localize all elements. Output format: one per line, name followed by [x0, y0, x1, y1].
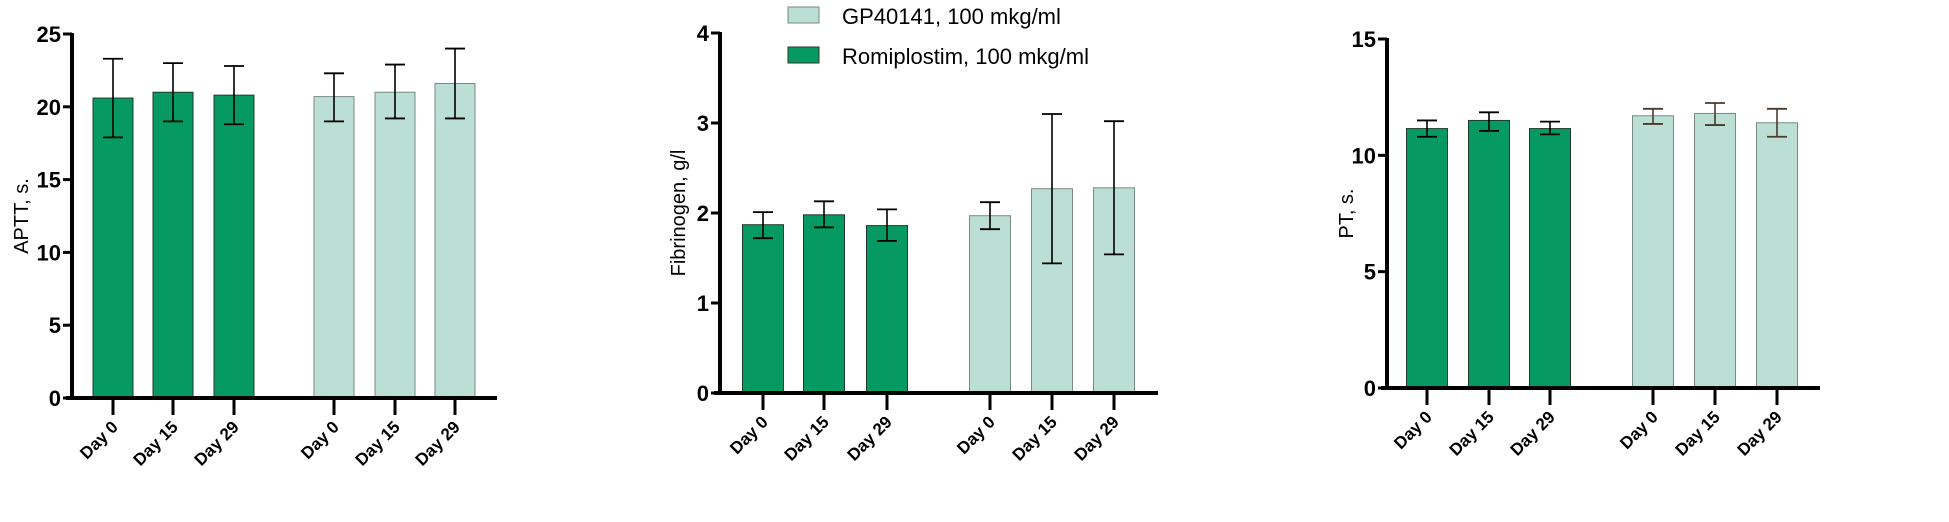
bar: [1756, 122, 1798, 389]
bar: [374, 91, 416, 399]
y-tick-label: 25: [37, 22, 61, 47]
x-tick-label: Day 0: [726, 412, 772, 458]
x-tick-label: Day 29: [1734, 407, 1786, 459]
x-tick-label: Day 15: [1672, 407, 1724, 459]
x-tick-label: Day 0: [953, 412, 999, 458]
x-tick-label: Day 0: [76, 417, 122, 463]
bar: [434, 83, 476, 399]
x-tick-label: Day 29: [1071, 412, 1123, 464]
y-tick-label: 1: [697, 291, 709, 316]
legend: GP40141, 100 mkg/ml Romiplostim, 100 mkg…: [787, 4, 1089, 69]
bar: [313, 96, 355, 399]
x-tick-label: Day 0: [1616, 407, 1662, 453]
y-tick-label: 15: [37, 168, 61, 193]
bar: [1406, 128, 1448, 389]
x-tick-label: Day 15: [1446, 407, 1498, 459]
bar: [1529, 128, 1571, 389]
bar: [152, 91, 194, 399]
bar: [866, 225, 908, 394]
y-axis-label: PT, s.: [1336, 188, 1358, 238]
y-axis-label: APTT, s.: [11, 178, 33, 254]
bar: [213, 94, 255, 399]
bar: [1632, 115, 1674, 389]
y-axis-label: Fibrinogen, g/l: [668, 150, 690, 277]
x-tick-label: Day 15: [781, 412, 833, 464]
y-tick-label: 5: [1364, 260, 1376, 285]
bar: [92, 97, 134, 399]
y-tick-label: 5: [49, 313, 61, 338]
y-tick-label: 15: [1352, 27, 1376, 52]
y-tick-label: 10: [37, 240, 61, 265]
bar: [742, 224, 784, 394]
legend-swatch-romiplostim: [787, 46, 820, 64]
y-tick-label: 0: [49, 386, 61, 411]
x-tick-label: Day 29: [191, 417, 243, 469]
y-tick-label: 3: [697, 111, 709, 136]
y-tick-label: 0: [1364, 376, 1376, 401]
x-tick-label: Day 0: [1390, 407, 1436, 453]
y-tick-label: 0: [697, 381, 709, 406]
y-tick-label: 4: [697, 21, 710, 46]
legend-label-romiplostim: Romiplostim, 100 mkg/ml: [842, 44, 1089, 69]
bar: [969, 215, 1011, 394]
x-tick-label: Day 29: [1507, 407, 1559, 459]
bar: [1694, 112, 1736, 389]
bar: [803, 214, 845, 394]
y-tick-label: 10: [1352, 143, 1376, 168]
x-tick-label: Day 15: [1009, 412, 1061, 464]
x-tick-label: Day 15: [130, 417, 182, 469]
x-tick-label: Day 15: [352, 417, 404, 469]
x-tick-label: Day 0: [297, 417, 343, 463]
bar: [1468, 119, 1510, 389]
y-tick-label: 20: [37, 95, 61, 120]
x-tick-label: Day 29: [412, 417, 464, 469]
legend-label-gp40141: GP40141, 100 mkg/ml: [842, 4, 1061, 29]
y-tick-label: 2: [697, 201, 709, 226]
x-tick-label: Day 29: [844, 412, 896, 464]
legend-swatch-gp40141: [787, 6, 820, 24]
